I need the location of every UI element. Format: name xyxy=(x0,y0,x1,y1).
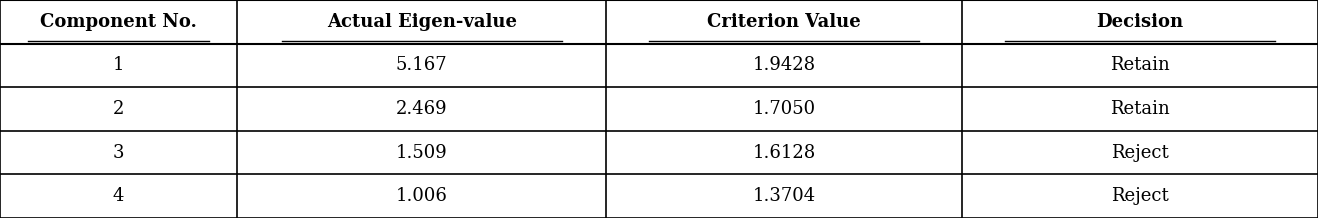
Text: 1.9428: 1.9428 xyxy=(753,56,816,74)
Text: 1: 1 xyxy=(113,56,124,74)
Text: Actual Eigen-value: Actual Eigen-value xyxy=(327,13,517,31)
Text: 3: 3 xyxy=(113,144,124,162)
Text: 1.006: 1.006 xyxy=(395,187,448,205)
Text: Retain: Retain xyxy=(1110,100,1170,118)
Text: 5.167: 5.167 xyxy=(395,56,448,74)
Text: Reject: Reject xyxy=(1111,144,1169,162)
Text: Reject: Reject xyxy=(1111,187,1169,205)
Text: 1.6128: 1.6128 xyxy=(753,144,816,162)
Text: Criterion Value: Criterion Value xyxy=(708,13,861,31)
Text: 2.469: 2.469 xyxy=(395,100,448,118)
Text: 1.7050: 1.7050 xyxy=(753,100,816,118)
Text: 2: 2 xyxy=(113,100,124,118)
Text: 4: 4 xyxy=(113,187,124,205)
Text: Retain: Retain xyxy=(1110,56,1170,74)
Text: 1.509: 1.509 xyxy=(395,144,448,162)
Text: 1.3704: 1.3704 xyxy=(753,187,816,205)
Text: Decision: Decision xyxy=(1097,13,1184,31)
Text: Component No.: Component No. xyxy=(40,13,198,31)
